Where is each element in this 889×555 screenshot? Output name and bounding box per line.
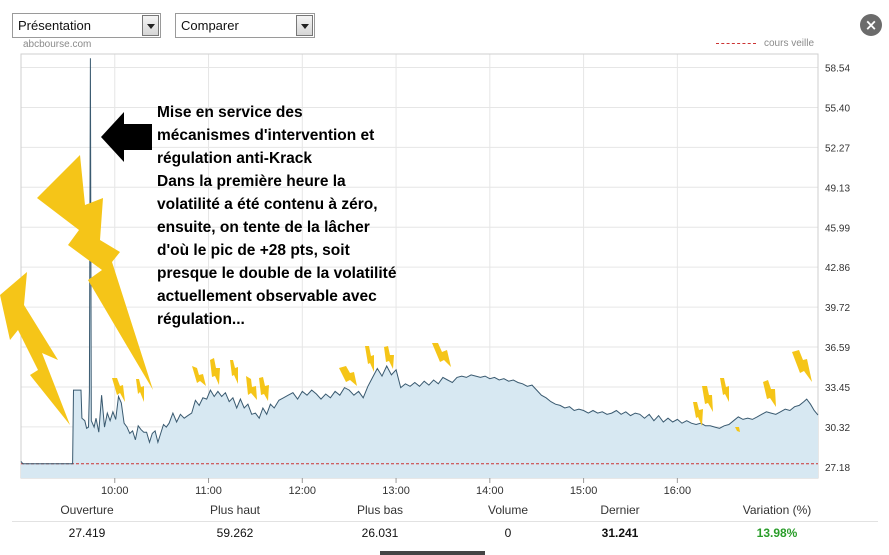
annotation-line: actuellement observable avec xyxy=(157,288,377,305)
stat-label-low: Plus bas xyxy=(356,503,404,517)
lightning-icon xyxy=(792,350,812,382)
chevron-down-icon[interactable] xyxy=(142,15,159,36)
close-icon[interactable]: × xyxy=(860,14,882,36)
x-tick-label: 16:00 xyxy=(664,485,692,497)
legend-label: cours veille xyxy=(764,38,815,49)
stat-label-last: Dernier xyxy=(600,503,640,517)
lightning-icon xyxy=(259,377,269,401)
x-tick-label: 15:00 xyxy=(570,485,598,497)
y-tick-label: 30.32 xyxy=(825,423,850,434)
lightning-icon xyxy=(365,346,374,372)
annotation-line: ensuite, on tente de la lâcher xyxy=(157,219,370,236)
stats-divider xyxy=(12,521,878,522)
y-tick-label: 39.72 xyxy=(825,303,850,314)
price-line xyxy=(20,58,819,465)
x-tick-label: 13:00 xyxy=(382,485,410,497)
lightning-icon xyxy=(432,343,451,367)
legend: cours veille xyxy=(716,38,814,49)
y-tick-label: 33.45 xyxy=(825,383,850,394)
stat-value-last: 31.241 xyxy=(601,526,639,540)
stat-value-variation: 13.98% xyxy=(756,526,798,540)
x-tick-label: 12:00 xyxy=(289,485,317,497)
stat-value-high: 59.262 xyxy=(216,526,254,540)
price-area-fill xyxy=(21,58,818,479)
annotation-text: Mise en service des mécanismes d'interve… xyxy=(157,101,477,331)
lightning-icon xyxy=(136,379,144,402)
stat-label-volume: Volume xyxy=(487,503,529,517)
lightning-icon xyxy=(702,386,713,412)
y-tick-label: 27.18 xyxy=(825,463,850,474)
y-tick-label: 55.40 xyxy=(825,103,850,114)
y-tick-label: 45.99 xyxy=(825,223,850,234)
lightning-icon xyxy=(735,427,740,432)
stat-value-low: 26.031 xyxy=(361,526,399,540)
lightning-icon xyxy=(37,155,153,390)
annotation-line: régulation anti-Krack xyxy=(157,150,313,167)
lightning-icon xyxy=(763,380,776,407)
stat-value-open: 27.419 xyxy=(68,526,106,540)
annotation-line: volatilité a été contenu à zéro, xyxy=(157,196,378,213)
lightning-icon xyxy=(246,376,257,400)
view-select-value: Présentation xyxy=(18,18,91,33)
stat-label-high: Plus haut xyxy=(209,503,261,517)
legend-swatch xyxy=(716,42,756,44)
view-select[interactable]: Présentation xyxy=(12,13,161,38)
y-tick-label: 36.59 xyxy=(825,343,850,354)
annotation-line: Mise en service des xyxy=(157,104,303,121)
x-tick-label: 11:00 xyxy=(195,485,222,497)
source-label: abcbourse.com xyxy=(23,39,92,50)
lightning-icon xyxy=(693,402,703,426)
x-tick-label: 10:00 xyxy=(101,485,129,497)
compare-select[interactable]: Comparer xyxy=(175,13,315,38)
lightning-icon xyxy=(339,366,357,386)
y-tick-label: 58.54 xyxy=(825,63,850,74)
lightning-icon xyxy=(192,366,206,386)
y-tick-label: 49.13 xyxy=(825,183,850,194)
lightning-icon xyxy=(384,346,394,369)
annotation-line: régulation... xyxy=(157,311,245,328)
stat-value-volume: 0 xyxy=(504,526,512,540)
annotation-line: Dans la première heure la xyxy=(157,173,346,190)
lightning-icon xyxy=(112,378,125,402)
y-axis-ticks: 58.54 55.40 52.27 49.13 45.99 42.86 39.72 36.59… xyxy=(825,63,850,473)
scrollbar-thumb[interactable] xyxy=(380,551,485,555)
chevron-down-icon[interactable] xyxy=(296,15,313,36)
y-tick-label: 52.27 xyxy=(825,143,850,154)
intraday-chart: 58.54 55.40 52.27 49.13 45.99 42.86 39.72 36.59… xyxy=(0,53,850,497)
y-tick-label: 42.86 xyxy=(825,263,850,274)
annotation-line: d'où le pic de +28 pts, soit xyxy=(157,242,350,259)
x-tick-label: 14:00 xyxy=(476,485,504,497)
lightning-icon-group xyxy=(0,155,812,432)
lightning-icon xyxy=(0,272,70,425)
annotation-line: mécanismes d'intervention et xyxy=(157,127,375,144)
lightning-icon xyxy=(720,378,729,402)
lightning-icon xyxy=(230,360,238,384)
lightning-icon xyxy=(210,358,220,385)
stat-label-variation: Variation (%) xyxy=(742,503,812,517)
arrow-left-icon xyxy=(101,112,152,162)
stat-label-open: Ouverture xyxy=(60,503,114,517)
compare-select-value: Comparer xyxy=(181,18,239,33)
x-axis-ticks: 10:00 11:00 12:00 13:00 14:00 15:00 16:00 xyxy=(101,478,691,497)
annotation-line: presque le double de la volatilité xyxy=(157,265,397,282)
